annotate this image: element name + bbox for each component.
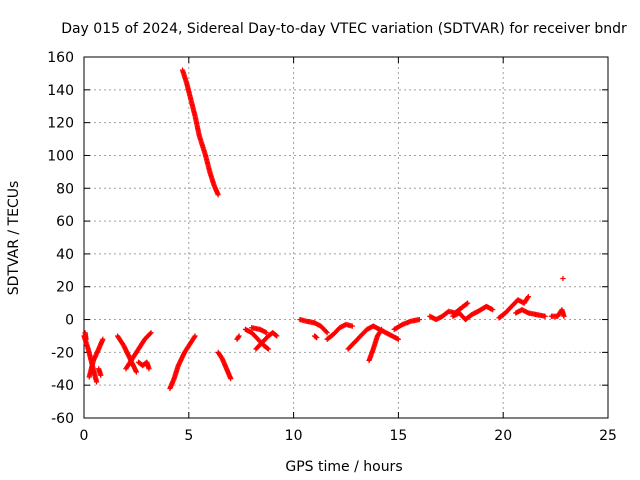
data-point	[148, 330, 154, 336]
data-point	[83, 336, 89, 342]
data-point	[349, 323, 355, 329]
data-point	[191, 334, 197, 340]
plot-frame	[83, 56, 609, 419]
data-point	[525, 295, 531, 301]
axis-ticks	[83, 56, 609, 419]
x-tick-labels: 0 5 10 15 20 25	[80, 428, 617, 444]
data-point	[490, 307, 496, 313]
data-point	[265, 346, 272, 352]
y-tick-label: 120	[47, 116, 74, 132]
data-points	[81, 67, 567, 392]
x-tick-label: 10	[285, 428, 303, 444]
y-tick-label: 140	[47, 83, 74, 99]
data-point	[416, 316, 422, 323]
y-tick-label: 20	[56, 280, 74, 296]
data-point	[314, 334, 320, 341]
y-tick-label: 40	[56, 247, 74, 263]
data-point	[525, 293, 531, 300]
data-point	[100, 336, 106, 342]
y-tick-label: -60	[51, 411, 74, 427]
y-tick-label: 0	[65, 313, 74, 329]
y-tick-label: 80	[56, 181, 74, 197]
chart-title: Day 015 of 2024, Sidereal Day-to-day VTE…	[61, 21, 627, 37]
data-point	[265, 345, 271, 352]
data-point	[324, 330, 330, 336]
data-point	[215, 192, 221, 198]
data-point	[236, 333, 242, 339]
data-point	[93, 379, 100, 385]
data-point	[147, 331, 153, 337]
data-point	[133, 369, 139, 375]
data-point	[561, 313, 567, 319]
data-point	[228, 376, 234, 382]
y-tick-label: 60	[56, 214, 74, 230]
data-point	[542, 313, 548, 319]
data-point	[464, 301, 470, 307]
x-tick-label: 15	[389, 428, 407, 444]
data-point	[323, 329, 329, 335]
data-point	[235, 334, 242, 340]
y-tick-label: 160	[47, 50, 74, 66]
data-point	[192, 333, 198, 339]
y-tick-label: 100	[47, 148, 74, 164]
data-point	[560, 275, 566, 282]
y-tick-label: -40	[51, 378, 74, 394]
data-point	[263, 330, 269, 336]
data-point	[464, 300, 471, 306]
x-tick-label: 0	[80, 428, 89, 444]
x-tick-label: 20	[494, 428, 512, 444]
x-axis-label: GPS time / hours	[285, 459, 402, 475]
data-point	[395, 336, 401, 342]
y-tick-labels: -60 -40 -20 0 20 40 60 80 100 120 140 160	[47, 50, 74, 427]
y-tick-label: -20	[51, 345, 74, 361]
data-point	[98, 372, 104, 378]
data-point	[273, 332, 279, 338]
data-point	[146, 366, 152, 372]
x-tick-label: 25	[599, 428, 617, 444]
grid-lines	[84, 57, 608, 418]
data-point	[274, 333, 280, 339]
y-axis-label: SDTVAR / TECUs	[6, 181, 22, 296]
x-tick-label: 5	[184, 428, 193, 444]
